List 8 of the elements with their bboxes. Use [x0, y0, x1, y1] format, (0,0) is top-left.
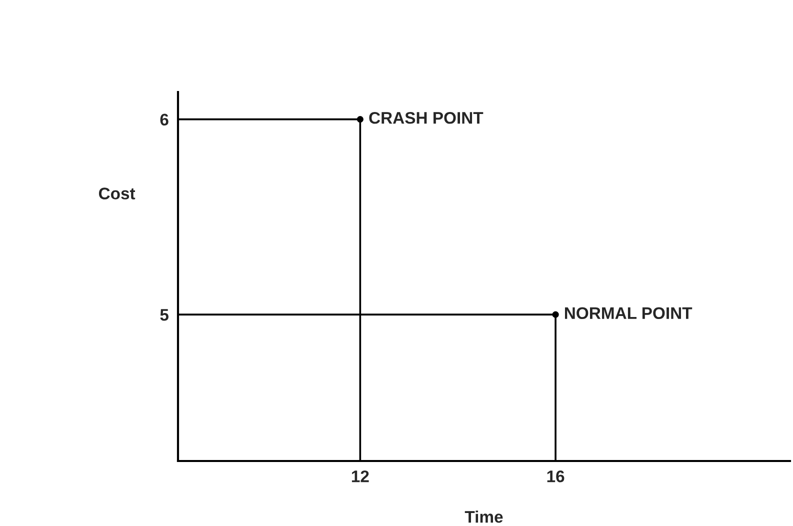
y-axis-title: Cost — [98, 188, 136, 200]
annotation: NORMAL POINT — [565, 307, 692, 320]
y-tick-label: 5 — [160, 309, 169, 321]
x-tick-label: 16 — [547, 470, 564, 482]
annotation: CRASH POINT — [369, 112, 484, 124]
y-tick-label: 6 — [160, 114, 168, 126]
x-axis-title: Time — [464, 510, 503, 523]
x-tick-label: 12 — [352, 470, 369, 482]
